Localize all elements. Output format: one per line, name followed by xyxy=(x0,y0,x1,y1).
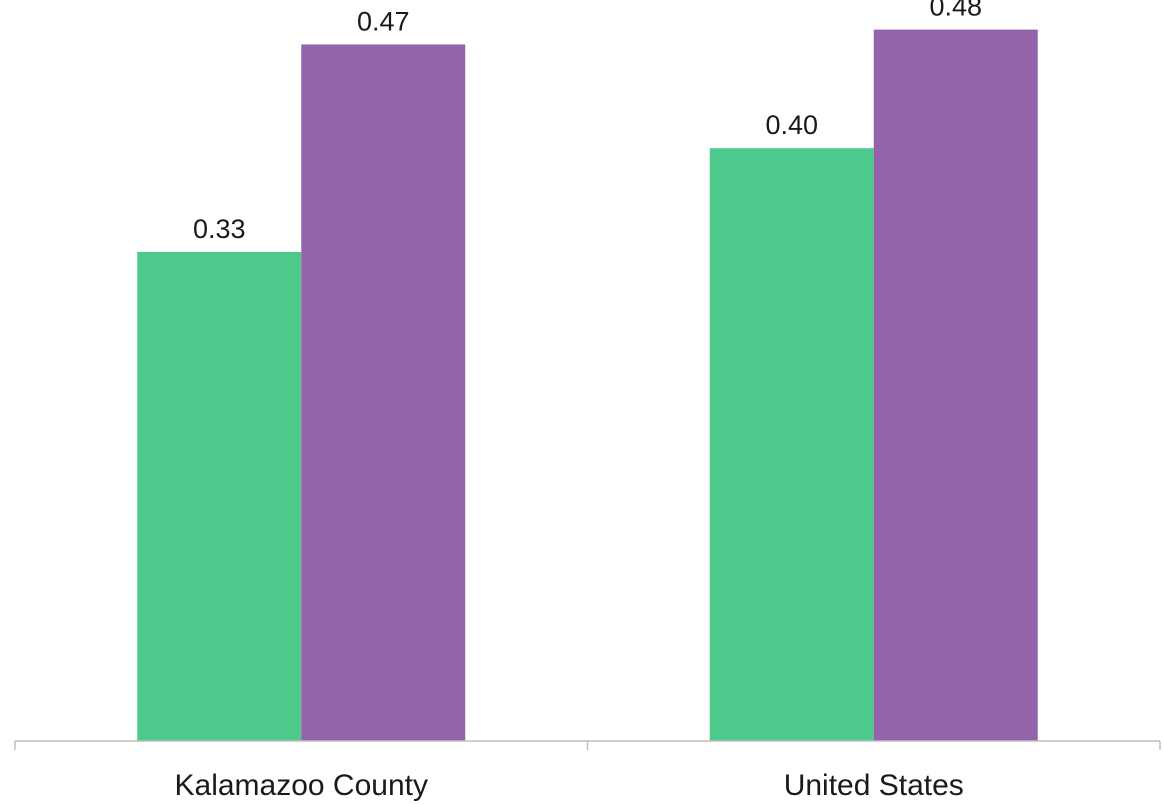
category-label-kalamazoo-county: Kalamazoo County xyxy=(175,769,428,802)
data-label-kalamazoo-county-series-2: 0.47 xyxy=(357,6,410,36)
bars-layer xyxy=(137,29,1038,741)
bar-united-states-series-1 xyxy=(709,148,874,741)
value-labels-layer: 0.33 0.47 0.40 0.48 xyxy=(193,0,982,244)
data-label-united-states-series-1: 0.40 xyxy=(765,110,818,140)
category-label-united-states: United States xyxy=(784,769,964,802)
bar-united-states-series-2 xyxy=(873,29,1038,741)
bar-kalamazoo-county-series-2 xyxy=(301,44,466,741)
data-label-united-states-series-2: 0.48 xyxy=(929,0,982,22)
bar-kalamazoo-county-series-1 xyxy=(137,251,302,741)
data-label-kalamazoo-county-series-1: 0.33 xyxy=(193,214,246,244)
x-axis: Kalamazoo County United States xyxy=(14,740,1161,802)
